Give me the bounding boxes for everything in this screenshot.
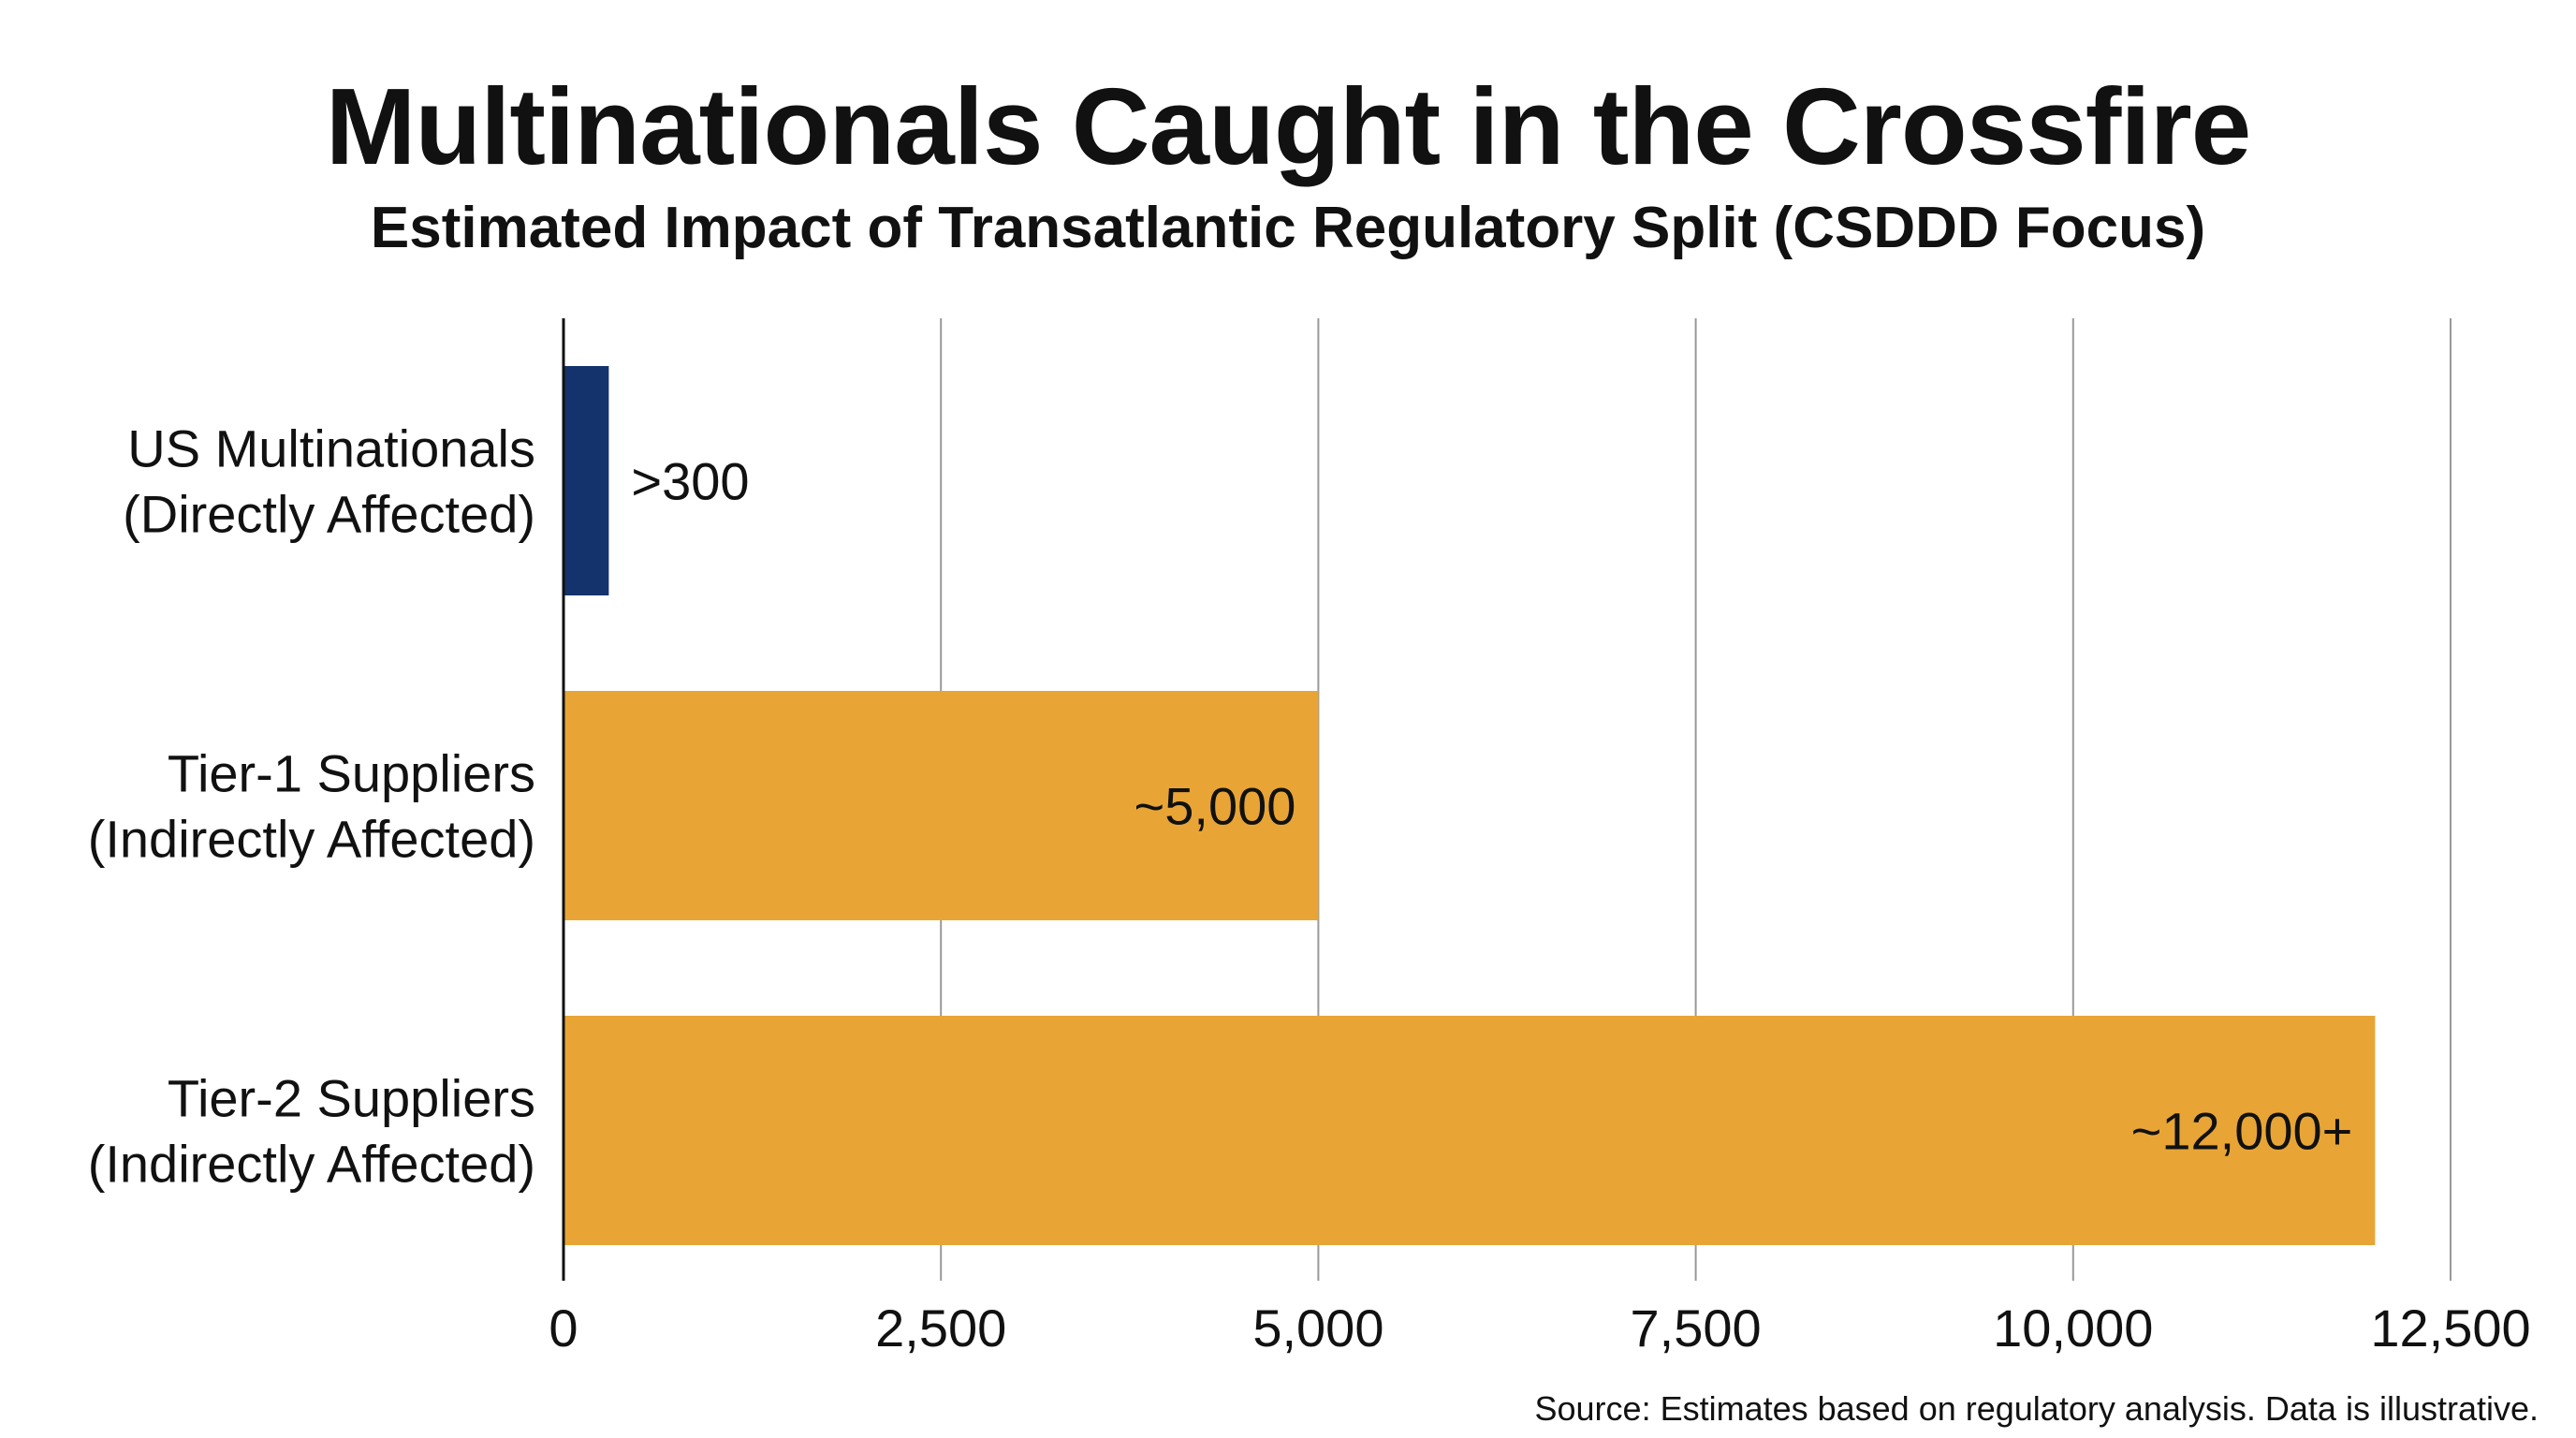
bar (564, 366, 609, 595)
x-tick-label: 7,500 (1631, 1299, 1762, 1357)
category-label: (Directly Affected) (123, 485, 535, 544)
x-axis-tick-labels: 0 2,500 5,000 7,500 10,000 12,500 (549, 1299, 2530, 1357)
bar (564, 691, 1319, 920)
category-label: Tier-1 Suppliers (168, 744, 535, 803)
x-tick-label: 12,500 (2370, 1299, 2530, 1357)
x-tick-label: 2,500 (875, 1299, 1006, 1357)
category-labels: US Multinationals (Directly Affected) Tier… (88, 419, 535, 1194)
x-tick-label: 0 (549, 1299, 578, 1357)
source-note: Source: Estimates based on regulatory an… (1534, 1389, 2539, 1428)
category-label: (Indirectly Affected) (88, 810, 535, 869)
data-labels: >300 ~5,000 ~12,000+ (631, 452, 2352, 1161)
bars (564, 366, 2376, 1245)
data-label: >300 (631, 452, 749, 511)
category-label: (Indirectly Affected) (88, 1135, 535, 1194)
category-label: Tier-2 Suppliers (168, 1069, 535, 1128)
data-label: ~5,000 (1134, 777, 1296, 836)
chart-subtitle: Estimated Impact of Transatlantic Regula… (370, 196, 2206, 260)
x-tick-label: 5,000 (1252, 1299, 1383, 1357)
x-tick-label: 10,000 (1993, 1299, 2153, 1357)
category-label: US Multinationals (127, 419, 535, 478)
data-label: ~12,000+ (2131, 1102, 2353, 1161)
bar (564, 1016, 2376, 1245)
chart-title: Multinationals Caught in the Crossfire (325, 66, 2252, 187)
